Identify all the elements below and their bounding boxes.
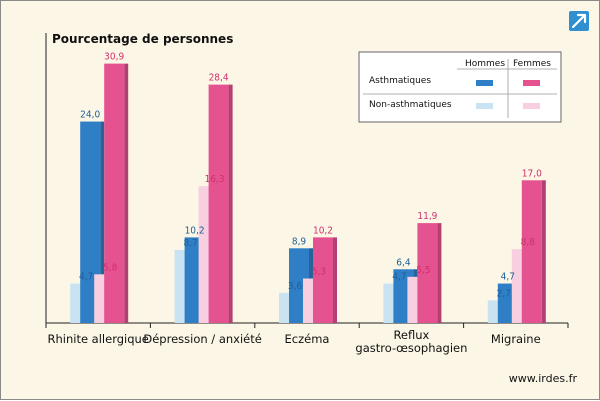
bar [104, 63, 125, 324]
bar-side [228, 84, 233, 323]
value-label: 16,3 [205, 174, 225, 185]
bar [80, 121, 101, 323]
category-label: Reflux gastro-œsophagien [355, 328, 467, 355]
value-label: 5,3 [312, 267, 326, 278]
value-label: 28,4 [209, 73, 229, 84]
value-label: 8,8 [521, 237, 536, 248]
category-label: Migraine [491, 332, 541, 346]
value-label: 8,9 [292, 236, 307, 247]
expand-arrow-icon[interactable] [569, 11, 589, 31]
bar [313, 237, 333, 323]
legend-box [358, 51, 562, 123]
bar [521, 180, 542, 323]
bar-side [333, 237, 337, 323]
category-label: Dépression / anxiété [143, 332, 261, 346]
value-label: 10,2 [185, 225, 205, 236]
legend-swatch-femmes-non-asthmatiques [523, 103, 540, 109]
legend-swatch-femmes-asthmatiques [523, 80, 540, 86]
legend-col-femmes: Femmes [513, 59, 551, 69]
bar-side [100, 121, 105, 323]
value-label: 30,9 [104, 52, 124, 63]
value-label: 6,4 [396, 257, 411, 268]
legend-swatch-hommes-non-asthmatiques [476, 103, 493, 109]
value-label: 24,0 [80, 110, 100, 121]
value-label: 11,9 [417, 211, 437, 222]
value-label: 2,7 [497, 288, 511, 299]
bar [417, 223, 438, 323]
legend-swatch-hommes-asthmatiques [476, 80, 493, 86]
value-label: 10,2 [313, 225, 333, 236]
bar-side [124, 63, 129, 324]
bar-side [541, 180, 546, 323]
value-label: 4,7 [79, 272, 93, 283]
value-label: 4,7 [501, 272, 515, 283]
category-label: Eczéma [285, 332, 330, 346]
y-axis-title: Pourcentage de personnes [52, 32, 233, 46]
legend-row-asthmatiques: Asthmatiques [369, 76, 431, 86]
category-label: Rhinite allergique [47, 332, 148, 346]
legend-col-hommes: Hommes [465, 59, 505, 69]
value-label: 5,5 [416, 265, 430, 276]
value-label: 17,0 [522, 168, 542, 179]
value-label: 3,6 [288, 281, 303, 292]
bar-side [437, 223, 442, 323]
bar [208, 84, 229, 323]
value-label: 8,7 [183, 238, 197, 249]
value-label: 5,8 [103, 262, 118, 273]
legend-row-non-asthmatiques: Non-asthmatiques [369, 100, 452, 110]
source-link[interactable]: www.irdes.fr [509, 372, 578, 385]
value-label: 4,7 [392, 272, 406, 283]
legend: Hommes Femmes Asthmatiques Non-asthmatiq… [358, 51, 562, 123]
